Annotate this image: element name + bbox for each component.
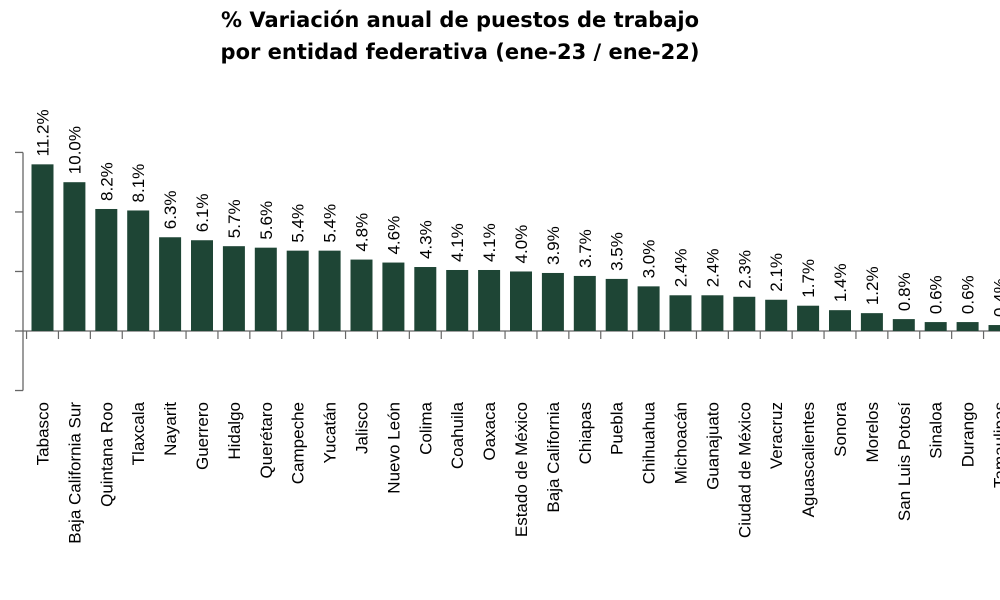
category-label: Sonora bbox=[831, 401, 850, 456]
bar bbox=[701, 295, 724, 331]
bar bbox=[350, 259, 373, 331]
bar bbox=[892, 319, 915, 331]
category-label: Querétaro bbox=[257, 402, 276, 479]
category-label: Nayarit bbox=[161, 402, 180, 456]
bar bbox=[956, 322, 979, 331]
category-label: Coahuila bbox=[448, 401, 467, 469]
category-label: Hidalgo bbox=[225, 402, 244, 460]
bar bbox=[31, 164, 54, 331]
data-label: 10.0% bbox=[65, 126, 84, 174]
category-label: Michoacán bbox=[672, 402, 691, 484]
bar bbox=[860, 313, 883, 331]
data-label: 6.3% bbox=[161, 191, 180, 230]
category-label: Quintana Roo bbox=[97, 402, 116, 507]
category-label: San Luis Potosí bbox=[895, 402, 914, 521]
category-label: Colima bbox=[416, 401, 435, 454]
data-label: 4.1% bbox=[448, 223, 467, 262]
bar bbox=[605, 278, 628, 331]
bar bbox=[191, 240, 213, 331]
category-label: Morelos bbox=[863, 402, 882, 462]
bar bbox=[924, 322, 947, 331]
data-label: 4.1% bbox=[480, 223, 499, 262]
bar bbox=[159, 237, 182, 331]
category-label: Aguascalientes bbox=[799, 402, 818, 517]
bar bbox=[510, 271, 532, 331]
category-label: Baja California bbox=[544, 401, 563, 512]
chart-title: % Variación anual de puestos de trabajo … bbox=[0, 4, 920, 68]
bar bbox=[637, 286, 660, 331]
data-label: 4.8% bbox=[353, 213, 372, 252]
bar bbox=[222, 246, 245, 331]
bar bbox=[988, 325, 1000, 331]
bar bbox=[797, 305, 820, 331]
data-label: 3.0% bbox=[640, 240, 659, 279]
data-label: 0.6% bbox=[959, 275, 978, 314]
category-label: Baja California Sur bbox=[65, 402, 84, 544]
bar bbox=[541, 272, 564, 331]
data-label: 4.6% bbox=[384, 216, 403, 255]
data-label: 0.6% bbox=[927, 275, 946, 314]
category-label: Veracruz bbox=[767, 402, 786, 469]
bar bbox=[254, 247, 277, 331]
data-label: 5.7% bbox=[225, 199, 244, 238]
bar bbox=[286, 250, 309, 331]
category-label: Estado de México bbox=[512, 402, 531, 537]
data-label: 0.4% bbox=[991, 278, 1000, 317]
data-label: 2.1% bbox=[767, 253, 786, 292]
category-label: Oaxaca bbox=[480, 401, 499, 460]
bar bbox=[127, 210, 150, 331]
chart-title-line-2: por entidad federativa (ene-23 / ene-22) bbox=[220, 40, 700, 64]
category-label: Nuevo León bbox=[384, 402, 403, 494]
data-label: 3.9% bbox=[544, 226, 563, 265]
bar bbox=[478, 269, 501, 331]
category-label: Tabasco bbox=[34, 402, 53, 465]
bar bbox=[382, 262, 405, 331]
bar bbox=[829, 310, 851, 331]
data-label: 2.4% bbox=[672, 249, 691, 288]
category-label: Guanajuato bbox=[703, 402, 722, 490]
data-label: 2.3% bbox=[735, 250, 754, 289]
chart-title-line-1: % Variación anual de puestos de trabajo bbox=[220, 8, 699, 32]
category-label: Chiapas bbox=[576, 402, 595, 464]
data-label: 8.1% bbox=[129, 164, 148, 203]
bar bbox=[95, 208, 118, 331]
bar bbox=[573, 275, 596, 331]
bar bbox=[414, 267, 437, 331]
data-label: 3.7% bbox=[576, 229, 595, 268]
bar bbox=[669, 295, 692, 331]
bar bbox=[733, 296, 756, 331]
category-label: Campeche bbox=[289, 402, 308, 484]
bar bbox=[63, 182, 86, 331]
data-label: 4.3% bbox=[416, 220, 435, 259]
data-label: 5.4% bbox=[289, 204, 308, 243]
data-label: 0.8% bbox=[895, 272, 914, 311]
data-label: 6.1% bbox=[193, 193, 212, 232]
category-label: Yucatán bbox=[321, 402, 340, 463]
bar bbox=[318, 250, 341, 331]
category-label: Jalisco bbox=[353, 402, 372, 454]
category-label: Durango bbox=[959, 402, 978, 467]
category-label: Puebla bbox=[608, 401, 627, 454]
category-label: Chihuahua bbox=[640, 401, 659, 484]
data-label: 1.4% bbox=[831, 263, 850, 302]
data-label: 8.2% bbox=[97, 162, 116, 201]
data-label: 5.4% bbox=[321, 204, 340, 243]
category-label: Sinaloa bbox=[927, 401, 946, 458]
data-label: 2.4% bbox=[703, 249, 722, 288]
data-label: 1.7% bbox=[799, 259, 818, 298]
category-label: Guerrero bbox=[193, 402, 212, 470]
bar bbox=[765, 299, 788, 331]
bar bbox=[446, 269, 469, 331]
category-label: Ciudad de México bbox=[735, 402, 754, 538]
data-label: 11.2% bbox=[34, 109, 53, 156]
category-label: Tamaulipas bbox=[991, 402, 1000, 488]
data-label: 4.0% bbox=[512, 225, 531, 264]
data-label: 5.6% bbox=[257, 201, 276, 240]
data-label: 1.2% bbox=[863, 266, 882, 305]
data-label: 3.5% bbox=[608, 232, 627, 271]
category-label: Tlaxcala bbox=[129, 401, 148, 465]
